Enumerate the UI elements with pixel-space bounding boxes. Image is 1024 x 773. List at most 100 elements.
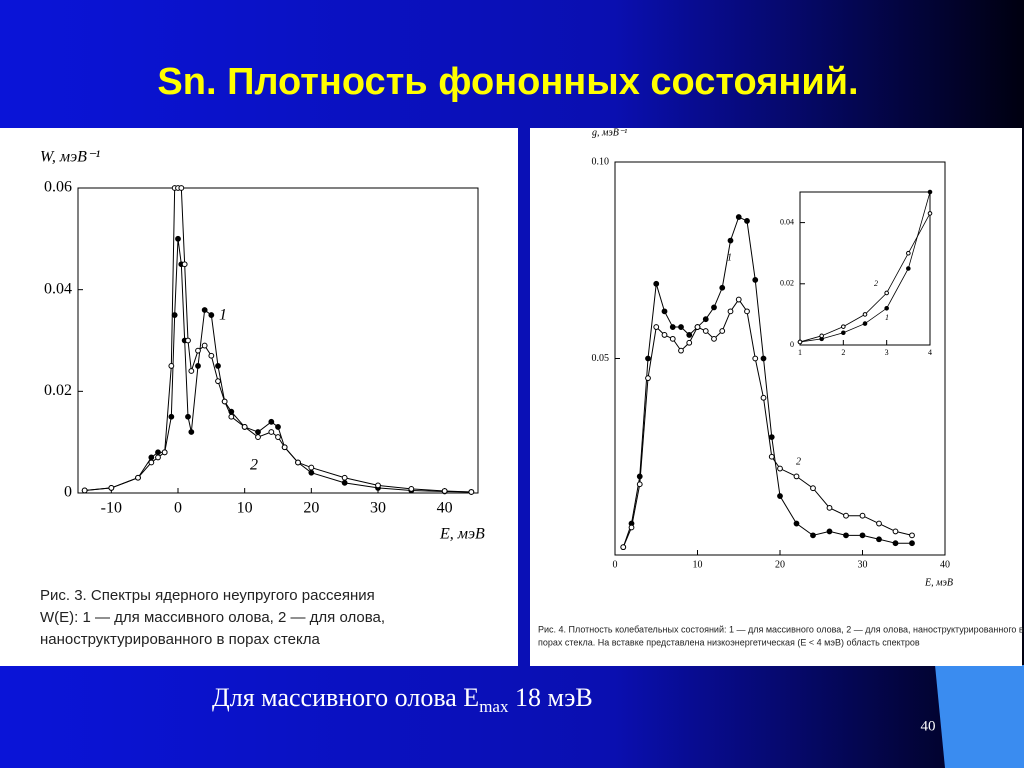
data-point: [752, 355, 759, 362]
data-point: [678, 347, 684, 354]
data-point: [793, 473, 800, 480]
y-tick-label: 0.02: [44, 382, 72, 399]
data-point: [188, 368, 195, 374]
x-tick-label: 1: [798, 348, 802, 357]
x-tick-label: -10: [101, 500, 122, 517]
y-axis-label: g, мэВ⁻¹: [592, 127, 627, 138]
y-axis-label: W, мэВ⁻¹: [40, 149, 100, 166]
data-point: [793, 520, 800, 527]
data-point: [181, 261, 188, 268]
x-tick-label: 20: [775, 559, 785, 570]
data-point: [841, 324, 846, 329]
data-point: [645, 375, 651, 382]
data-point: [308, 469, 315, 476]
figure-caption: Рис. 3. Спектры ядерного неупругого расс…: [40, 587, 375, 604]
data-point: [810, 532, 816, 539]
x-tick-label: 40: [940, 559, 950, 570]
data-point: [620, 544, 627, 551]
data-point: [711, 304, 717, 311]
data-point: [636, 481, 643, 488]
series-label: 1: [219, 307, 227, 324]
data-point: [201, 307, 208, 313]
data-point: [441, 488, 448, 494]
data-point: [161, 449, 168, 456]
x-tick-label: 10: [237, 500, 253, 517]
data-point: [859, 532, 866, 539]
data-point: [884, 290, 889, 296]
data-point: [909, 540, 915, 547]
data-point: [661, 332, 668, 338]
data-point: [168, 413, 175, 420]
data-point: [295, 459, 301, 466]
data-point: [255, 434, 261, 440]
data-point: [719, 328, 726, 334]
data-point: [826, 528, 833, 535]
data-point: [275, 434, 281, 440]
x-tick-label: 0: [613, 559, 618, 570]
x-tick-label: 40: [437, 500, 453, 517]
y-tick-label: 0.04: [780, 217, 794, 226]
series-label: 1: [885, 313, 889, 322]
data-point: [168, 363, 175, 369]
data-point: [195, 347, 201, 354]
data-point: [777, 465, 783, 472]
data-point: [188, 429, 195, 435]
data-point: [768, 434, 775, 441]
data-point: [735, 296, 742, 303]
data-point: [826, 504, 833, 511]
figure-caption: W(E): 1 — для массивного олова, 2 — для …: [40, 609, 385, 626]
data-point: [719, 284, 726, 291]
series-label: 2: [250, 457, 258, 474]
series-label: 1: [727, 252, 732, 263]
data-point: [268, 429, 275, 435]
plot-frame: [77, 187, 479, 494]
data-point: [375, 482, 381, 489]
data-point: [862, 321, 868, 326]
data-point: [281, 444, 288, 451]
data-point: [275, 424, 281, 430]
data-point: [859, 512, 866, 519]
data-point: [906, 266, 911, 271]
footer-text: Для массивного олова Emax 18 мэВ: [212, 683, 593, 716]
y-tick-label: 0: [64, 484, 72, 501]
x-tick-label: 20: [303, 500, 319, 517]
data-point: [185, 337, 191, 344]
data-point: [927, 211, 933, 216]
data-point: [669, 324, 676, 330]
data-point: [927, 189, 933, 195]
data-point: [208, 312, 215, 318]
data-point: [653, 324, 660, 330]
data-point: [694, 324, 701, 330]
data-point: [810, 485, 816, 492]
data-point: [768, 453, 775, 460]
footer-sub: max: [479, 697, 509, 716]
data-point: [215, 378, 221, 385]
data-point: [341, 474, 348, 481]
data-point: [735, 214, 742, 220]
data-point: [408, 486, 415, 492]
data-point: [195, 363, 201, 369]
x-tick-label: 3: [885, 348, 889, 357]
x-tick-label: 30: [370, 500, 386, 517]
plot-frame: [799, 191, 931, 346]
data-point: [81, 487, 88, 494]
data-point: [215, 363, 221, 369]
data-point: [862, 312, 868, 317]
y-tick-label: 0.05: [592, 353, 610, 364]
data-point: [819, 333, 824, 339]
figure-caption: наноструктурированного в порах стекла: [40, 631, 320, 648]
figure-caption: Рис. 4. Плотность колебательных состояни…: [538, 624, 1024, 634]
data-point: [155, 449, 161, 456]
data-point: [843, 532, 849, 539]
data-point: [711, 335, 717, 342]
y-tick-label: 0.02: [780, 279, 794, 288]
data-point: [841, 330, 846, 336]
data-point: [645, 355, 651, 362]
data-point: [777, 493, 783, 499]
data-point: [744, 218, 750, 224]
footer-part: 18 мэВ: [508, 683, 592, 712]
data-point: [760, 355, 767, 362]
data-point: [752, 277, 759, 283]
figure-panel: [530, 128, 1022, 666]
data-point: [876, 536, 882, 543]
